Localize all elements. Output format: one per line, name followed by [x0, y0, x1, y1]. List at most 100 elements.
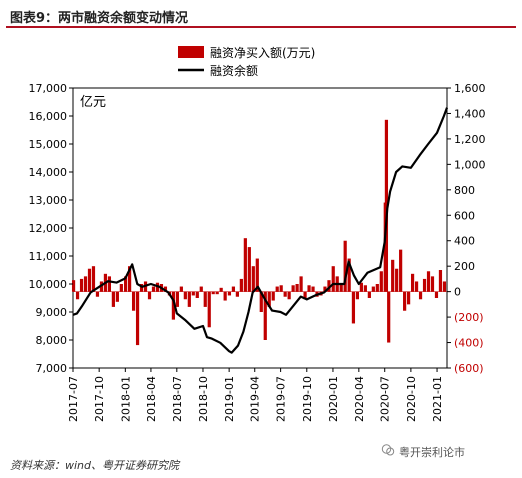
bar-mark — [251, 266, 255, 292]
chart-frame — [72, 87, 448, 369]
bar-mark — [259, 291, 263, 312]
bar-mark — [347, 258, 351, 292]
right-tick-label: (400) — [454, 337, 484, 350]
bar-mark — [331, 266, 335, 292]
left-tick-label: 17,000 — [29, 82, 68, 95]
x-tick-label: 2019-01 — [223, 376, 236, 422]
bar-mark — [207, 291, 211, 328]
bar-mark — [163, 286, 168, 292]
chart-title: 图表9：两市融资余额变动情况 — [10, 11, 189, 26]
right-tick-label: 400 — [454, 235, 475, 248]
bar-mark — [311, 286, 315, 292]
x-tick-label: 2017-07 — [67, 376, 80, 422]
right-tick-label: 1,600 — [454, 82, 486, 95]
x-tick-label: 2019-07 — [275, 376, 288, 422]
bar-mark — [179, 286, 183, 292]
bar-mark — [151, 286, 156, 292]
bar-mark — [434, 291, 439, 298]
x-tick-label: 2020-04 — [353, 376, 366, 422]
bar-mark — [263, 291, 267, 340]
bar-mark — [111, 291, 115, 307]
left-tick-label: 7,000 — [36, 362, 68, 375]
bar-mark — [187, 291, 191, 307]
bar-mark — [227, 291, 232, 296]
bar-mark — [327, 280, 331, 292]
bar-mark — [131, 291, 136, 311]
right-tick-label: 600 — [454, 209, 475, 222]
bar-mark — [87, 268, 92, 292]
bar-mark — [267, 291, 271, 307]
bar-mark — [271, 291, 275, 301]
legend-swatch-bar — [178, 46, 204, 58]
bar-mark — [171, 291, 175, 320]
left-tick-label: 14,000 — [29, 166, 68, 179]
bar-mark — [115, 291, 119, 302]
legend-label-bar: 融资净买入额(万元) — [210, 46, 315, 60]
bar-mark — [410, 273, 415, 292]
bar-mark — [407, 291, 411, 305]
bar-mark — [235, 291, 239, 297]
bar-mark — [203, 291, 207, 307]
x-tick-label: 2017-10 — [93, 376, 106, 422]
bar-mark — [219, 287, 223, 292]
right-tick-label: 200 — [454, 260, 475, 273]
bar-series-group — [71, 119, 447, 346]
bar-mark — [175, 291, 179, 307]
bar-mark — [223, 291, 227, 301]
bar-mark — [183, 291, 187, 300]
bar-mark — [287, 291, 291, 300]
bar-mark — [395, 268, 399, 292]
x-tick-label: 2018-01 — [119, 376, 132, 422]
bar-mark — [215, 291, 219, 295]
x-tick-label: 2020-10 — [405, 376, 418, 422]
bar-mark — [127, 266, 132, 292]
axis-group: 7,000 8,000 9,000 10,000 11,000 12,000 13,000 1… — [29, 82, 486, 422]
left-tick-label: 11,000 — [29, 250, 68, 263]
bar-mark — [243, 238, 247, 292]
bar-mark — [75, 291, 80, 300]
bar-mark — [363, 285, 367, 292]
bar-mark — [71, 280, 76, 292]
source-note: 资料来源：wind、粤开证券研究院 — [10, 459, 180, 472]
left-tick-label: 8,000 — [36, 334, 68, 347]
watermark-text: 粤开崇利论市 — [399, 446, 465, 459]
left-tick-label: 15,000 — [29, 138, 68, 151]
bar-mark — [414, 281, 419, 292]
x-tick-label: 2019-04 — [249, 376, 262, 422]
bar-mark — [195, 291, 199, 298]
bar-mark — [367, 291, 371, 298]
bar-mark — [299, 276, 303, 292]
bar-mark — [239, 278, 243, 292]
bar-mark — [107, 276, 112, 292]
bar-mark — [399, 249, 403, 292]
right-tick-label: 1,400 — [454, 107, 486, 120]
bar-mark — [119, 284, 123, 292]
bar-mark — [391, 259, 395, 292]
bar-mark — [247, 247, 251, 292]
right-tick-label: 0 — [454, 286, 461, 299]
bar-mark — [275, 286, 279, 292]
bar-mark — [351, 291, 356, 324]
bar-mark — [191, 291, 195, 296]
x-tick-label: 2018-04 — [145, 376, 158, 422]
x-tick-label: 2018-10 — [197, 376, 210, 422]
bar-mark — [231, 286, 236, 292]
bar-mark — [91, 266, 96, 292]
bar-mark — [355, 291, 360, 300]
bar-mark — [303, 291, 307, 300]
bar-mark — [426, 271, 431, 292]
bar-mark — [291, 285, 295, 292]
bar-mark — [379, 271, 383, 292]
right-tick-label: 1,200 — [454, 133, 486, 146]
bar-mark — [283, 291, 287, 297]
bar-mark — [430, 276, 435, 292]
x-tick-label: 2018-07 — [171, 376, 184, 422]
left-tick-label: 16,000 — [29, 110, 68, 123]
left-tick-label: 10,000 — [29, 278, 68, 291]
bar-mark — [83, 276, 88, 292]
bar-mark — [307, 285, 311, 292]
left-tick-label: 12,000 — [29, 222, 68, 235]
title-bar: 图表9：两市融资余额变动情况 — [6, 4, 516, 28]
bar-mark — [371, 286, 375, 292]
